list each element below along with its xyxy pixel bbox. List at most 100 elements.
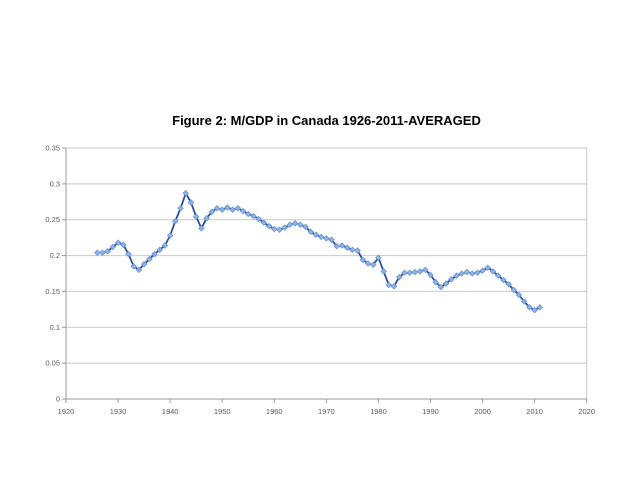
data-point-marker: [135, 266, 143, 274]
data-point-marker: [458, 270, 465, 277]
y-tick-label: 0.05: [45, 359, 60, 368]
data-point-marker: [385, 281, 393, 289]
y-tick-label: 0.1: [50, 323, 60, 332]
data-point-marker: [515, 291, 523, 299]
data-point-marker: [203, 215, 210, 222]
data-point-marker: [218, 206, 226, 213]
x-tick-label: 1990: [422, 407, 439, 416]
data-point-marker: [156, 246, 163, 254]
data-point-marker: [349, 246, 356, 254]
data-point-marker: [442, 280, 450, 287]
y-tick-label: 0.2: [50, 251, 60, 260]
data-point-marker: [187, 199, 195, 206]
data-point-marker: [317, 233, 325, 241]
data-point-marker: [229, 206, 236, 213]
data-point-marker: [494, 272, 502, 279]
data-point-marker: [328, 236, 335, 244]
data-point-marker: [432, 278, 439, 286]
data-point-marker: [489, 268, 497, 275]
data-point-marker: [520, 298, 528, 305]
data-point-marker: [250, 212, 257, 220]
x-tick-label: 2000: [474, 407, 491, 416]
data-point-marker: [427, 271, 434, 279]
data-point-marker: [448, 275, 455, 283]
chart-title: Figure 2: M/GDP in Canada 1926-2011-AVER…: [172, 113, 481, 128]
data-point-marker: [338, 242, 346, 249]
data-point-marker: [526, 303, 533, 311]
data-point-marker: [463, 268, 471, 276]
data-point-marker: [208, 208, 216, 216]
data-point-marker: [120, 241, 127, 249]
data-point-marker: [453, 272, 460, 279]
x-tick-label: 1940: [162, 407, 179, 416]
data-point-marker: [260, 219, 268, 226]
data-point-marker: [177, 204, 184, 212]
data-point-marker: [109, 243, 117, 251]
data-point-marker: [375, 254, 382, 261]
x-tick-label: 1970: [318, 407, 335, 416]
data-point-marker: [536, 303, 544, 311]
data-point-marker: [505, 280, 512, 288]
data-point-marker: [130, 263, 137, 270]
data-point-marker: [479, 267, 486, 274]
plot-area-border: [65, 147, 588, 400]
data-point-marker: [354, 247, 361, 254]
data-point-marker: [380, 268, 387, 275]
data-point-marker: [244, 210, 252, 218]
y-tick-label: 0.35: [45, 144, 60, 153]
x-tick-label: 1950: [214, 407, 231, 416]
data-point-marker: [406, 269, 413, 277]
data-point-marker: [343, 244, 351, 251]
data-point-marker: [104, 248, 111, 255]
y-tick-label: 0: [56, 395, 60, 404]
data-point-marker: [172, 217, 179, 225]
data-point-marker: [286, 221, 294, 228]
data-point-marker: [99, 249, 106, 256]
data-point-marker: [271, 225, 278, 233]
data-point-marker: [291, 220, 299, 227]
data-point-marker: [468, 270, 476, 277]
data-point-marker: [531, 306, 538, 314]
x-tick-label: 2020: [578, 407, 595, 416]
data-point-marker: [125, 250, 132, 258]
data-point-marker: [333, 242, 341, 250]
data-point-marker: [151, 250, 158, 258]
data-point-marker: [182, 189, 190, 197]
x-tick-label: 1960: [266, 407, 283, 416]
y-tick-label: 0.15: [45, 287, 60, 296]
data-point-marker: [213, 204, 221, 212]
data-point-marker: [437, 283, 445, 291]
data-point-marker: [166, 232, 174, 239]
x-tick-label: 1930: [110, 407, 127, 416]
data-point-marker: [265, 222, 273, 230]
data-point-marker: [161, 242, 169, 249]
data-point-marker: [302, 223, 309, 231]
data-point-marker: [359, 256, 367, 264]
data-point-marker: [198, 225, 205, 232]
series-line: [96, 192, 541, 312]
data-point-marker: [369, 261, 377, 269]
data-point-marker: [312, 231, 320, 239]
data-point-marker: [114, 239, 122, 246]
data-point-marker: [192, 213, 200, 221]
data-point-marker: [281, 224, 288, 231]
y-tick-label: 0.3: [50, 179, 60, 188]
data-point-marker: [500, 276, 507, 284]
data-point-marker: [323, 235, 330, 242]
data-point-marker: [140, 260, 148, 268]
data-point-marker: [307, 228, 314, 236]
data-point-marker: [234, 204, 242, 212]
data-point-marker: [395, 273, 403, 281]
data-point-marker: [474, 269, 481, 277]
data-point-marker: [416, 268, 424, 275]
data-point-marker: [255, 215, 262, 223]
data-point-marker: [224, 204, 231, 211]
data-point-marker: [510, 286, 518, 294]
data-point-marker: [93, 249, 101, 256]
data-point-marker: [411, 268, 419, 276]
x-tick-label: 1920: [58, 407, 75, 416]
data-point-marker: [276, 226, 283, 234]
x-tick-label: 1980: [370, 407, 387, 416]
